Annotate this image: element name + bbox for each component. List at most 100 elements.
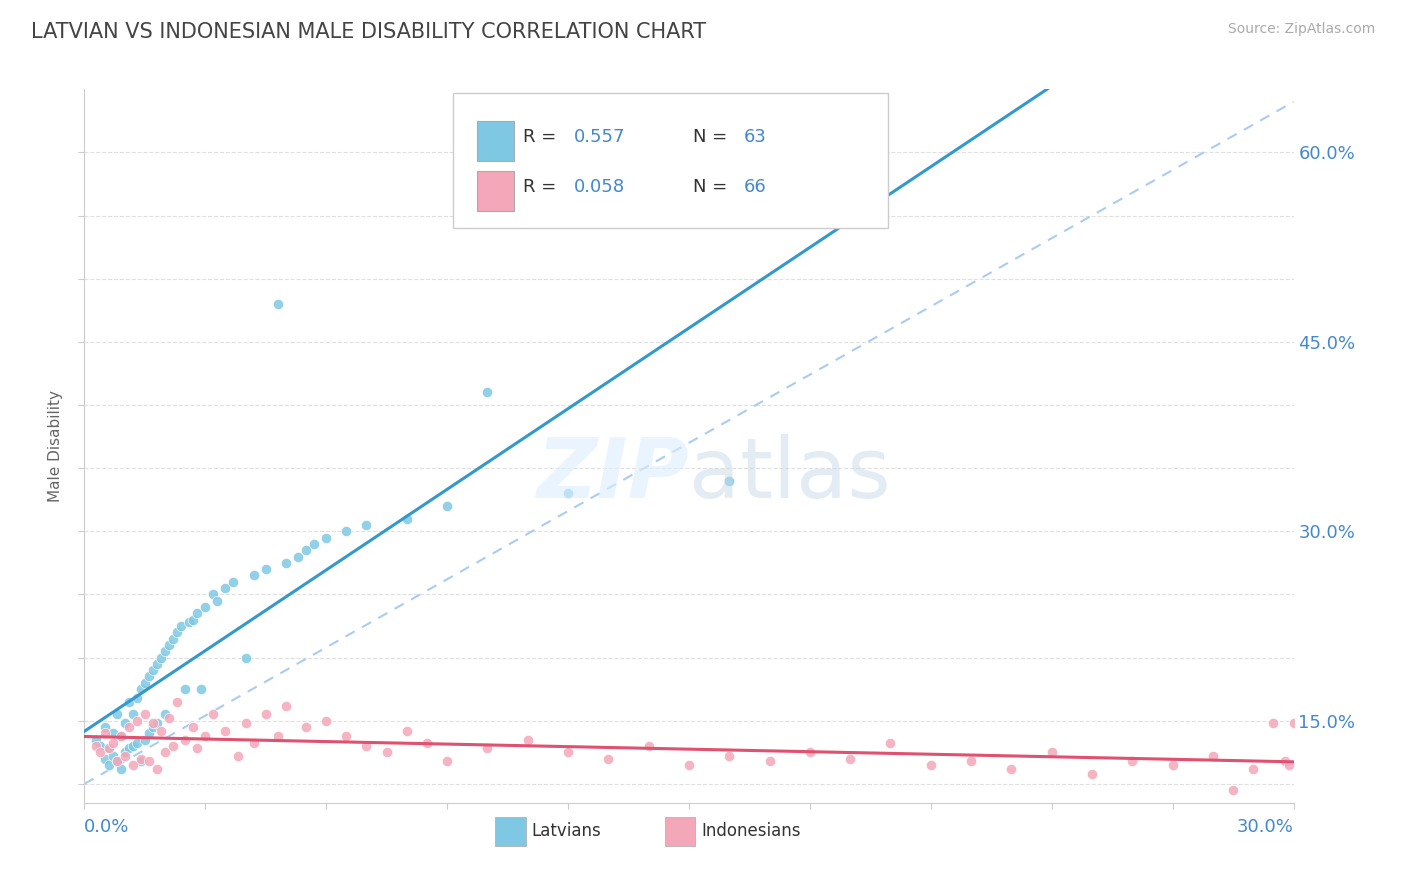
Point [181, 613, 204, 627]
Point [242, 568, 264, 582]
Point [302, 537, 325, 551]
Point [114, 716, 136, 731]
Point [194, 729, 217, 743]
Point [235, 716, 257, 731]
Point [162, 632, 184, 646]
Point [114, 745, 136, 759]
Point [254, 707, 277, 722]
Point [879, 736, 901, 750]
Text: 0.058: 0.058 [574, 178, 626, 196]
Point [207, 593, 229, 607]
Point [138, 754, 160, 768]
Text: R =: R = [523, 178, 562, 196]
Point [1121, 754, 1143, 768]
Text: N =: N = [693, 178, 733, 196]
Point [105, 754, 128, 768]
Point [157, 711, 180, 725]
Point [125, 690, 148, 705]
Point [134, 707, 156, 722]
Point [138, 669, 160, 683]
Point [1081, 766, 1104, 780]
Point [242, 736, 264, 750]
Point [598, 751, 620, 765]
Point [295, 720, 318, 734]
Point [1241, 762, 1264, 776]
Y-axis label: Male Disability: Male Disability [48, 390, 63, 502]
Point [174, 682, 197, 697]
Point [274, 556, 297, 570]
Point [118, 720, 141, 734]
Point [436, 754, 458, 768]
Point [146, 716, 169, 731]
Point [142, 716, 165, 731]
Point [134, 675, 156, 690]
Point [1161, 758, 1184, 772]
Bar [478, 171, 513, 211]
Point [214, 723, 236, 738]
Point [105, 754, 128, 768]
Point [315, 714, 337, 728]
Point [1263, 716, 1285, 731]
Point [125, 714, 148, 728]
Point [149, 723, 172, 738]
Point [295, 543, 318, 558]
Point [254, 562, 277, 576]
Point [146, 762, 169, 776]
Point [166, 695, 188, 709]
Text: N =: N = [693, 128, 733, 146]
Point [202, 587, 225, 601]
Point [235, 650, 257, 665]
Point [194, 600, 217, 615]
Point [153, 644, 176, 658]
Point [105, 707, 128, 722]
Point [356, 517, 378, 532]
Point [267, 729, 290, 743]
Point [146, 657, 169, 671]
Point [1000, 762, 1022, 776]
Text: ZIP: ZIP [536, 434, 689, 515]
Point [335, 729, 357, 743]
Bar [665, 817, 695, 846]
Point [89, 745, 111, 759]
Point [222, 574, 245, 589]
Point [637, 739, 659, 753]
Text: Source: ZipAtlas.com: Source: ZipAtlas.com [1227, 22, 1375, 37]
Point [1222, 783, 1244, 797]
Point [129, 682, 152, 697]
Point [1282, 716, 1305, 731]
Point [129, 751, 152, 765]
Point [114, 749, 136, 764]
Point [170, 619, 193, 633]
Point [1202, 749, 1225, 764]
Point [267, 297, 290, 311]
Point [799, 745, 821, 759]
Point [153, 745, 176, 759]
Point [138, 726, 160, 740]
Point [839, 751, 862, 765]
Point [179, 615, 201, 630]
Point [226, 749, 249, 764]
Point [125, 736, 148, 750]
Point [190, 682, 212, 697]
Bar [478, 121, 513, 161]
FancyBboxPatch shape [453, 93, 889, 228]
Point [153, 707, 176, 722]
Point [315, 531, 337, 545]
Point [718, 474, 741, 488]
Point [93, 720, 115, 734]
Text: 0.557: 0.557 [574, 128, 626, 146]
Point [395, 511, 418, 525]
Point [1040, 745, 1063, 759]
Point [97, 758, 120, 772]
Point [110, 729, 132, 743]
Point [93, 751, 115, 765]
Point [174, 732, 197, 747]
Point [121, 739, 143, 753]
Point [121, 758, 143, 772]
Point [110, 762, 132, 776]
Point [101, 726, 124, 740]
Point [214, 581, 236, 595]
Text: atlas: atlas [689, 434, 890, 515]
Point [157, 638, 180, 652]
Point [758, 754, 780, 768]
